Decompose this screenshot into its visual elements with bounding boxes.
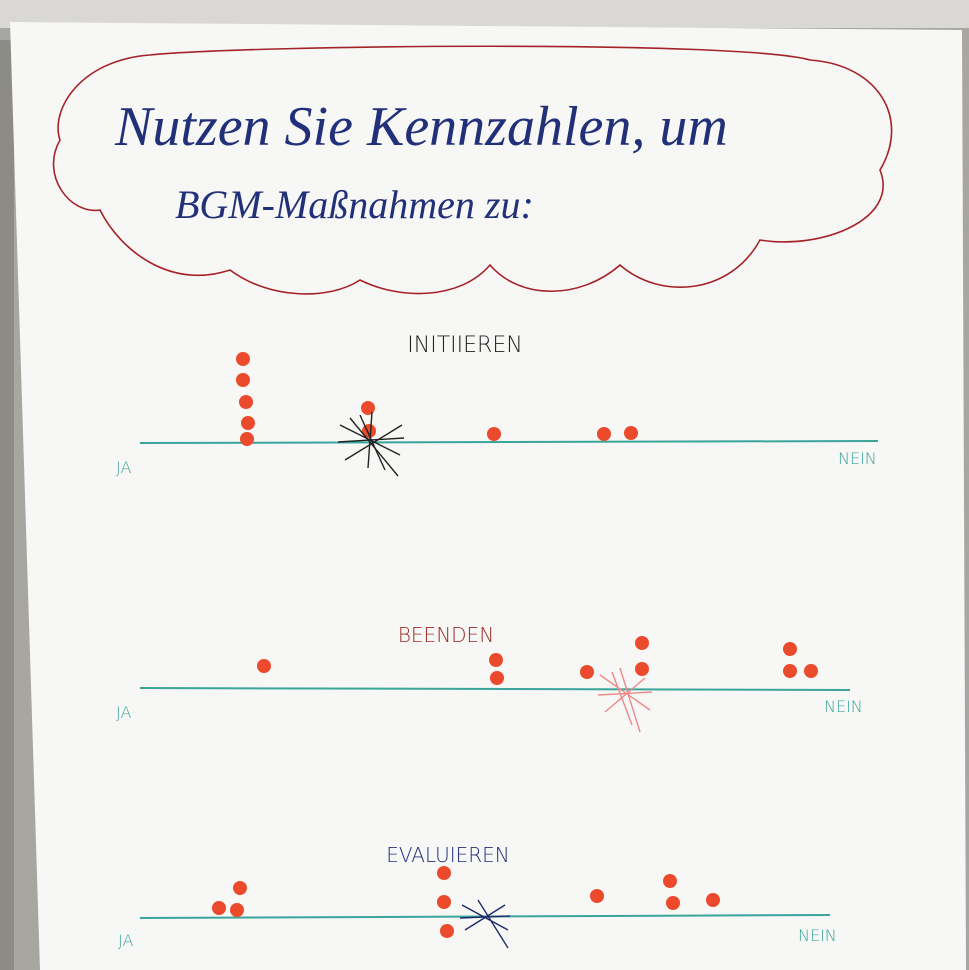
scale-title: EVALUIEREN — [386, 843, 510, 867]
dot — [804, 664, 818, 678]
dot — [240, 432, 254, 446]
scale-left-label: JA — [118, 931, 133, 950]
dot — [233, 881, 247, 895]
dot — [490, 671, 504, 685]
dot — [783, 642, 797, 656]
dot — [361, 401, 375, 415]
dot — [663, 874, 677, 888]
dot — [241, 416, 255, 430]
dot — [580, 665, 594, 679]
dot — [590, 889, 604, 903]
dot — [487, 427, 501, 441]
dot — [230, 903, 244, 917]
scale-left-label: JA — [116, 703, 131, 722]
dot — [239, 395, 253, 409]
scale-right-label: NEIN — [838, 449, 877, 468]
dot — [783, 664, 797, 678]
dot — [437, 895, 451, 909]
dot — [706, 893, 720, 907]
scale-title: BEENDEN — [398, 623, 494, 647]
stand-left — [0, 40, 14, 970]
flipchart-photo: Nutzen Sie Kennzahlen, um BGM-Maßnahmen … — [0, 0, 969, 970]
paper — [10, 22, 966, 970]
dot — [624, 426, 638, 440]
scale-right-label: NEIN — [824, 697, 863, 716]
dot — [666, 896, 680, 910]
dot — [597, 427, 611, 441]
dot — [236, 373, 250, 387]
scale-left-label: JA — [116, 458, 131, 477]
dot — [440, 924, 454, 938]
dot — [635, 662, 649, 676]
title-line-2: BGM-Maßnahmen zu: — [175, 182, 534, 227]
dot — [236, 352, 250, 366]
page: Nutzen Sie Kennzahlen, um BGM-Maßnahmen … — [0, 0, 969, 970]
dot — [212, 901, 226, 915]
scale-title: INITIIEREN — [407, 333, 522, 358]
title-line-1: Nutzen Sie Kennzahlen, um — [114, 96, 728, 158]
dot — [489, 653, 503, 667]
dot — [437, 866, 451, 880]
dot — [257, 659, 271, 673]
dot — [635, 636, 649, 650]
scale-right-label: NEIN — [798, 926, 837, 945]
